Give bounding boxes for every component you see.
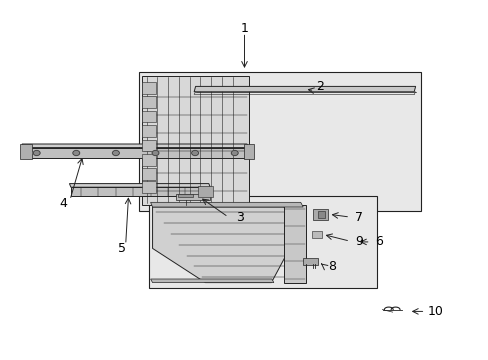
- Polygon shape: [244, 144, 254, 159]
- Text: 5: 5: [118, 242, 126, 255]
- Polygon shape: [312, 209, 327, 220]
- Polygon shape: [194, 86, 415, 92]
- Text: 4: 4: [60, 197, 67, 210]
- Polygon shape: [142, 125, 156, 137]
- Polygon shape: [303, 258, 317, 265]
- Circle shape: [191, 150, 198, 156]
- Polygon shape: [22, 144, 249, 148]
- Text: 3: 3: [235, 211, 243, 224]
- Polygon shape: [176, 194, 210, 200]
- Bar: [149, 196, 376, 288]
- Circle shape: [152, 150, 159, 156]
- Polygon shape: [142, 181, 156, 193]
- Polygon shape: [178, 194, 193, 197]
- Text: 7: 7: [355, 211, 363, 224]
- Polygon shape: [24, 148, 249, 158]
- Polygon shape: [69, 184, 210, 187]
- Circle shape: [33, 150, 40, 156]
- Polygon shape: [198, 186, 212, 197]
- Polygon shape: [71, 187, 210, 196]
- Text: 10: 10: [427, 305, 442, 318]
- Polygon shape: [142, 168, 156, 180]
- Polygon shape: [311, 231, 321, 238]
- Polygon shape: [142, 76, 249, 205]
- Text: 2: 2: [316, 80, 324, 93]
- Text: 9: 9: [355, 235, 363, 248]
- Circle shape: [231, 150, 238, 156]
- Bar: [139, 72, 420, 211]
- Polygon shape: [142, 96, 156, 108]
- Polygon shape: [142, 154, 156, 166]
- Circle shape: [112, 150, 119, 156]
- Polygon shape: [142, 140, 156, 151]
- Polygon shape: [142, 82, 156, 94]
- Text: 1: 1: [240, 22, 248, 35]
- Polygon shape: [152, 207, 303, 283]
- Text: 8: 8: [328, 260, 336, 273]
- Text: 6: 6: [374, 235, 382, 248]
- Polygon shape: [150, 202, 303, 207]
- Polygon shape: [317, 211, 325, 218]
- Circle shape: [73, 150, 80, 156]
- Polygon shape: [283, 205, 305, 283]
- Polygon shape: [150, 279, 273, 283]
- Polygon shape: [20, 144, 32, 159]
- Polygon shape: [142, 111, 156, 122]
